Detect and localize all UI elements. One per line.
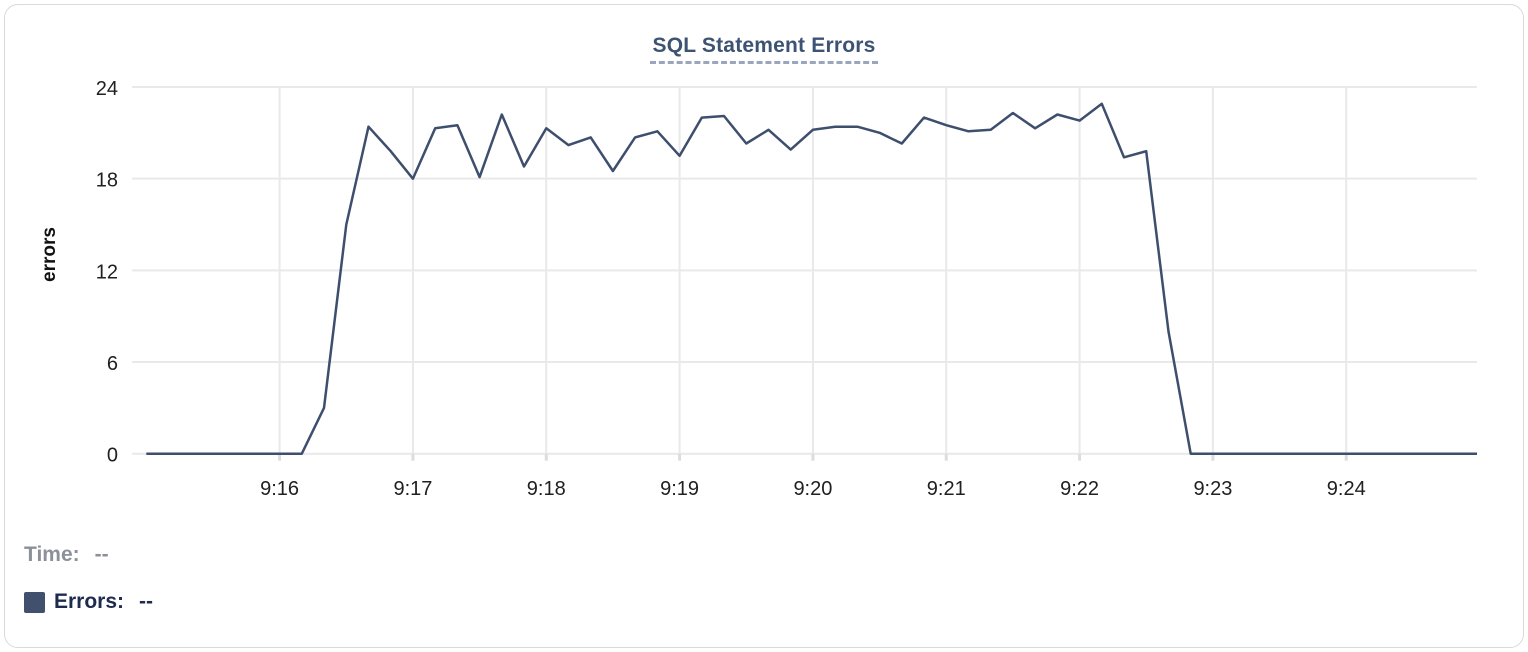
axis-ticks xyxy=(278,453,1348,461)
chart-header: SQL Statement Errors xyxy=(5,34,1523,64)
x-axis-labels: 9:16 9:17 9:18 9:19 9:20 9:21 9:22 9:23 9:24 xyxy=(260,478,1366,500)
x-tick-label: 9:16 xyxy=(260,478,299,500)
legend-errors-value: -- xyxy=(139,590,154,613)
y-tick-label: 12 xyxy=(96,261,118,283)
x-tick-label: 9:24 xyxy=(1327,478,1366,500)
legend-time-label: Time: xyxy=(24,543,80,566)
chart-title[interactable]: SQL Statement Errors xyxy=(650,34,878,64)
errors-series-swatch xyxy=(24,591,45,613)
errors-line-chart[interactable]: 9:16 9:17 9:18 9:19 9:20 9:21 9:22 9:23 9:24 0 6 12… xyxy=(5,5,1528,510)
legend-time-row: Time: -- xyxy=(24,542,153,568)
x-tick-label: 9:22 xyxy=(1060,478,1099,500)
x-tick-label: 9:20 xyxy=(793,478,832,500)
y-tick-label: 24 xyxy=(96,78,118,100)
tooltip-legend: Time: -- Errors: -- xyxy=(24,542,153,615)
x-tick-label: 9:17 xyxy=(393,478,432,500)
legend-errors-label: Errors: xyxy=(54,590,125,613)
grid-lines xyxy=(132,86,1477,455)
y-tick-label: 6 xyxy=(107,353,118,375)
chart-card: SQL Statement Errors errors 9:16 9:17 9:18… xyxy=(4,4,1524,648)
y-tick-label: 18 xyxy=(96,170,118,192)
errors-series-line xyxy=(146,102,1477,455)
legend-time-value: -- xyxy=(94,543,109,566)
x-tick-label: 9:21 xyxy=(927,478,966,500)
y-axis-tick-labels: 0 6 12 18 24 xyxy=(96,78,118,467)
y-tick-label: 0 xyxy=(107,445,118,467)
x-tick-label: 9:23 xyxy=(1193,478,1232,500)
legend-errors-row[interactable]: Errors: -- xyxy=(24,589,153,615)
x-tick-label: 9:18 xyxy=(527,478,566,500)
x-tick-label: 9:19 xyxy=(660,478,699,500)
